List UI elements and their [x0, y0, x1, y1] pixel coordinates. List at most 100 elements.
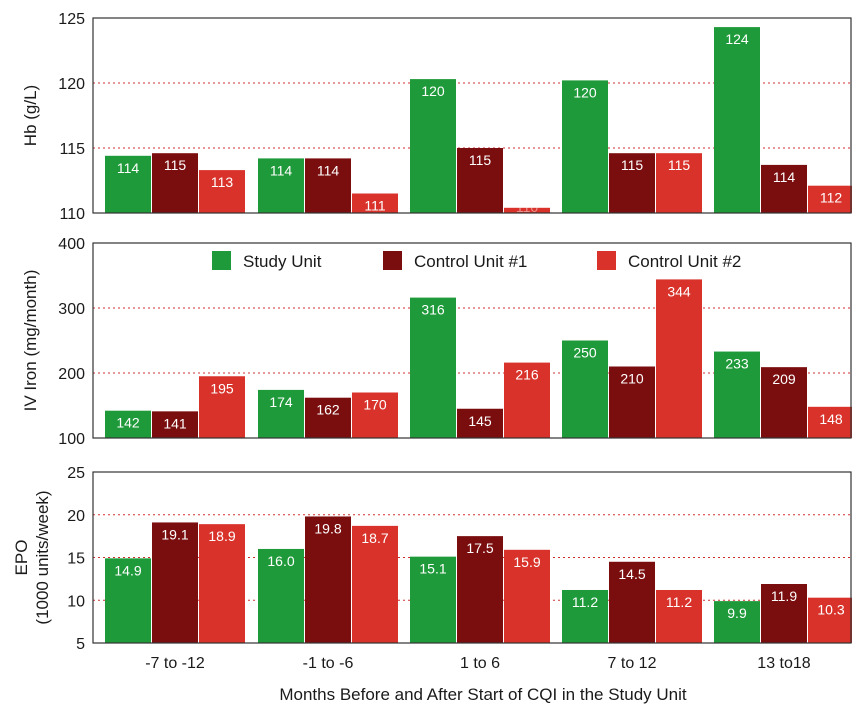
bar: [504, 362, 550, 438]
bar: [457, 536, 503, 643]
data-label: 18.9: [208, 528, 235, 544]
data-label: 114: [270, 162, 293, 178]
bar: [305, 516, 351, 643]
bar: [562, 80, 608, 214]
data-label: 112: [820, 190, 843, 206]
y-tick-label: 120: [58, 76, 85, 93]
bar: [457, 408, 503, 438]
y-tick-label: 20: [67, 508, 85, 525]
bar: [504, 207, 550, 213]
x-tick-label: 7 to 12: [608, 655, 657, 672]
data-label: 174: [269, 394, 293, 410]
bar: [352, 193, 398, 213]
legend-swatch: [597, 251, 616, 270]
bar: [410, 79, 456, 213]
data-label: 195: [210, 380, 234, 396]
data-label: 17.5: [466, 540, 493, 556]
data-label: 170: [363, 397, 387, 413]
bar: [258, 548, 304, 643]
bar: [656, 279, 702, 438]
bar: [258, 389, 304, 438]
data-label: 233: [725, 356, 749, 372]
y-tick-label: 10: [67, 593, 85, 610]
data-label: 148: [819, 411, 843, 427]
data-label: 15.9: [513, 554, 540, 570]
data-label: 142: [116, 415, 140, 431]
bar: [457, 148, 503, 213]
y-tick-label: 125: [58, 11, 85, 28]
data-label: 15.1: [419, 561, 446, 577]
bar: [562, 589, 608, 643]
data-label: 10.3: [817, 602, 844, 618]
data-label: 115: [668, 157, 691, 173]
data-label: 250: [573, 345, 597, 361]
bar: [714, 351, 760, 438]
y-tick-label: 100: [58, 431, 85, 448]
bar: [808, 406, 852, 438]
y-tick-label: 200: [58, 366, 85, 383]
legend-label: Control Unit #2: [628, 252, 741, 271]
data-label: 9.9: [727, 605, 747, 621]
data-label: 114: [117, 160, 140, 176]
bar: [609, 366, 655, 438]
data-label: 11.2: [572, 594, 598, 610]
y-tick-label: 400: [58, 236, 85, 253]
y-axis-title: Hb (g/L): [21, 85, 40, 146]
legend-swatch: [212, 251, 231, 270]
bar: [609, 153, 655, 213]
bar: [761, 367, 807, 438]
data-label: 115: [621, 157, 644, 173]
x-axis-title: Months Before and After Start of CQI in …: [279, 685, 687, 704]
data-label: 114: [773, 169, 796, 185]
bar: [410, 297, 456, 438]
bar: [199, 376, 245, 438]
bar: [305, 158, 351, 213]
bar: [410, 556, 456, 643]
y-axis-title: EPO: [12, 540, 31, 576]
data-label: 209: [772, 371, 796, 387]
data-label: 14.9: [114, 562, 141, 578]
y-tick-label: 300: [58, 301, 85, 318]
data-label: 145: [468, 413, 492, 429]
x-tick-label: 1 to 6: [460, 655, 500, 672]
bar: [808, 185, 852, 213]
bar: [761, 164, 807, 213]
bar: [504, 549, 550, 643]
legend-label: Study Unit: [243, 252, 322, 271]
x-tick-label: -7 to -12: [145, 655, 205, 672]
bar: [352, 525, 398, 643]
data-label: 120: [421, 83, 445, 99]
x-tick-label: -1 to -6: [303, 655, 354, 672]
panel-frame: [92, 471, 852, 644]
bar: [761, 584, 807, 643]
data-label: 14.5: [618, 566, 645, 582]
data-label: 16.0: [267, 553, 294, 569]
bar: [562, 340, 608, 438]
data-label: 11.9: [771, 588, 797, 604]
y-tick-label: 115: [59, 141, 85, 158]
panel-frame: [92, 17, 852, 214]
data-label: 141: [163, 415, 187, 431]
bar: [258, 158, 304, 213]
bar: [152, 411, 198, 438]
data-label: 114: [317, 162, 340, 178]
bar: [152, 522, 198, 643]
bar: [199, 170, 245, 213]
bar: [656, 153, 702, 213]
data-label: 19.1: [161, 526, 188, 542]
data-label: 210: [620, 371, 644, 387]
y-axis-title-units: (1000 units/week): [33, 490, 52, 624]
panel-frame: [92, 242, 852, 439]
bar: [152, 153, 198, 213]
data-label: 120: [573, 84, 597, 100]
data-label: 115: [469, 152, 492, 168]
data-label: 162: [316, 402, 340, 418]
y-axis-title: IV Iron (mg/month): [21, 270, 40, 412]
x-tick-label: 13 to18: [757, 655, 810, 672]
data-label: 18.7: [361, 530, 388, 546]
y-tick-label: 110: [59, 206, 85, 223]
data-label: 316: [421, 302, 445, 318]
data-label: 115: [164, 157, 187, 173]
